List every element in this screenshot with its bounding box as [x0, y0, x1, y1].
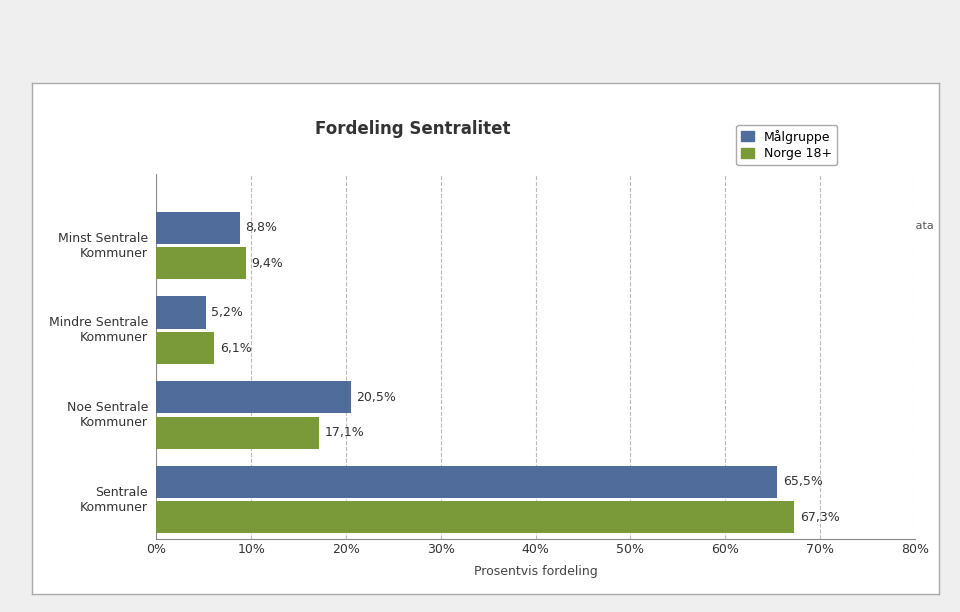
- Text: 9,4%: 9,4%: [252, 257, 283, 270]
- Bar: [156, 212, 240, 244]
- Bar: [156, 296, 205, 329]
- Text: 6,1%: 6,1%: [220, 341, 252, 354]
- Text: 5,2%: 5,2%: [211, 306, 243, 319]
- Bar: [156, 417, 319, 449]
- Bar: [156, 501, 795, 534]
- Text: Fordeling Sentralitet: Fordeling Sentralitet: [315, 119, 511, 138]
- Legend: Målgruppe, Norge 18+: Målgruppe, Norge 18+: [736, 125, 837, 165]
- Text: 20,5%: 20,5%: [356, 390, 396, 404]
- Text: 8,8%: 8,8%: [246, 222, 277, 234]
- Text: 67,3%: 67,3%: [801, 511, 840, 524]
- Text: 17,1%: 17,1%: [324, 426, 364, 439]
- Text: Individdata: Individdata: [872, 220, 934, 231]
- X-axis label: Prosentvis fordeling: Prosentvis fordeling: [474, 565, 597, 578]
- Bar: [156, 466, 778, 498]
- Text: 65,5%: 65,5%: [783, 476, 823, 488]
- Bar: [156, 247, 246, 280]
- Bar: [156, 381, 350, 413]
- Bar: [156, 332, 214, 364]
